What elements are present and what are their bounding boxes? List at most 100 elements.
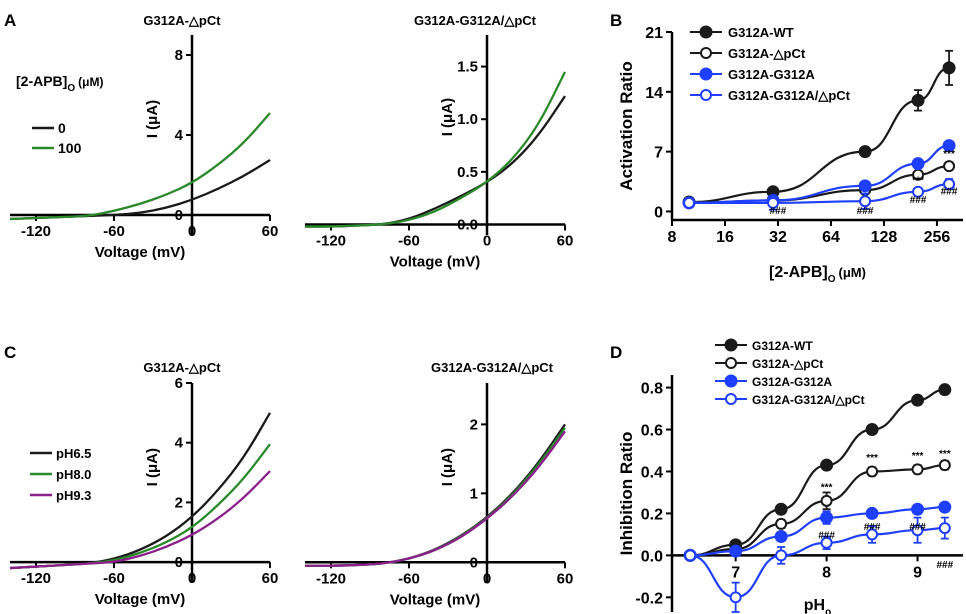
x-tick-label-A-left: -120 (21, 223, 51, 240)
legend-a-title-sub: O (67, 83, 75, 94)
data-point-D-3 (820, 536, 833, 549)
significance-mark-D: ### (818, 531, 835, 542)
legend-a-label-0: 0 (58, 120, 66, 136)
y-tick-label-A-right: 0.0 (457, 216, 478, 233)
y-tick-label-A-left: 4 (175, 127, 184, 144)
legend-d-marker-2 (724, 374, 738, 388)
data-point-D-1 (820, 494, 833, 507)
legend-d-marker-0 (724, 338, 738, 352)
x-tick-label-C-right: -60 (398, 570, 420, 587)
y-tick-label-D: 0.2 (641, 506, 663, 523)
legend-b-marker-3 (700, 89, 712, 101)
y-tick-label-B: 0 (654, 204, 663, 221)
y-tick-label-C-left: 0 (175, 554, 183, 571)
y-axis-label-D: Inhibition Ratio (617, 432, 636, 556)
legend-c: pH6.5 pH8.0 pH9.3 (30, 446, 91, 503)
data-point-D-1 (866, 465, 879, 478)
x-tick-label-A-right: 0 (483, 232, 491, 249)
series-line-A-right-0 (305, 95, 566, 228)
legend-d-label-0: G312A-WT (752, 339, 813, 353)
significance-mark-B: *** (912, 175, 924, 186)
fit-curve-B-2 (689, 144, 950, 205)
significance-mark-D: *** (912, 451, 924, 462)
legend-b-marker-2 (699, 67, 713, 81)
subtitle-a-right: G312A-G312A/△pCt (414, 13, 537, 28)
data-point-D-0 (938, 383, 952, 397)
data-point-B-2 (942, 139, 956, 153)
subtitle-c-left: G312A-△pCt (143, 360, 221, 375)
y-tick-label-C-right: 1 (470, 485, 478, 502)
y-tick-label-D: 0.8 (641, 381, 663, 398)
x-tick-label-C-left: 0 (188, 570, 196, 587)
y-tick-label-A-right: 0.5 (457, 164, 478, 181)
x-tick-label-B: 256 (924, 229, 951, 246)
data-point-B-1 (943, 160, 956, 173)
legend-b-marker-1 (700, 47, 712, 59)
data-point-B-2 (858, 179, 872, 193)
data-point-D-3 (866, 528, 879, 541)
data-point-B-3 (912, 185, 925, 198)
legend-d-label-3: G312A-G312A/△pCt (752, 393, 865, 407)
significance-mark-D: *** (939, 449, 951, 460)
x-tick-label-B: 16 (716, 229, 734, 246)
data-point-D-3 (729, 591, 742, 604)
data-point-B-0 (911, 93, 925, 107)
legend-a-title-unit: (μM) (78, 75, 103, 89)
significance-mark-D: ### (864, 522, 881, 533)
legend-c-label-0: pH6.5 (56, 446, 91, 461)
y-tick-label-B: 7 (654, 145, 663, 162)
x-tick-label-C-right: 0 (483, 570, 491, 587)
data-point-D-2 (820, 511, 834, 525)
legend-b-marker-0 (699, 25, 713, 39)
x-axis-label-C-left: Voltage (mV) (95, 591, 186, 608)
x-tick-label-D: 9 (913, 564, 922, 581)
y-tick-label-A-left: 0 (175, 207, 183, 224)
panel-letter-b: B (610, 11, 622, 30)
data-point-D-3 (684, 549, 697, 562)
legend-b-label-1: G312A-△pCt (728, 46, 806, 61)
x-axis-label-A-left: Voltage (mV) (95, 244, 186, 261)
legend-a-label-1: 100 (58, 140, 82, 156)
significance-mark-B: ### (770, 206, 787, 217)
series-line-C-right-2 (304, 430, 566, 567)
legend-d-marker-3 (725, 393, 737, 405)
x-tick-label-B: 8 (668, 229, 677, 246)
series-line-A-left-1 (9, 112, 271, 221)
series-line-C-right-0 (304, 423, 566, 567)
x-tick-label-A-left: 60 (262, 223, 279, 240)
data-point-D-3 (775, 549, 788, 562)
legend-b-label-2: G312A-G312A (728, 67, 815, 82)
y-tick-label-C-left: 4 (175, 435, 184, 452)
x-tick-label-C-right: 60 (557, 570, 574, 587)
x-tick-label-A-right: -120 (316, 232, 346, 249)
data-point-B-3 (943, 178, 956, 191)
panel-letter-d: D (610, 343, 622, 362)
legend-a: [2-APB]O (μM) 0 100 (16, 73, 103, 156)
series-line-A-right-1 (305, 71, 567, 228)
y-tick-label-B: 14 (645, 85, 663, 102)
legend-c-label-1: pH8.0 (56, 467, 91, 482)
x-tick-label-A-right: 60 (557, 232, 574, 249)
data-point-B-0 (858, 145, 872, 159)
svg-text:[2-APB]O(μM): [2-APB]O (μM) (16, 73, 103, 94)
data-point-D-2 (729, 544, 743, 558)
significance-mark-B: ### (910, 195, 927, 206)
y-tick-label-C-left: 6 (175, 375, 183, 392)
x-axis-label-A-right: Voltage (mV) (390, 253, 481, 270)
data-point-B-3 (859, 195, 872, 208)
y-axis-label-C-right: I (μA) (439, 448, 456, 486)
y-axis-label-B: Activation Ratio (617, 61, 636, 190)
data-point-D-2 (911, 502, 925, 516)
panel-letter-a: A (4, 11, 16, 30)
fit-curve-B-3 (689, 183, 950, 205)
x-tick-label-B: 64 (822, 229, 840, 246)
x-tick-label-C-left: 60 (262, 570, 279, 587)
x-axis-label-B: [2-APB]O (μM) (769, 264, 866, 285)
legend-d: G312A-WT G312A-△pCt G312A-G312A G312A-G3… (715, 338, 865, 407)
data-point-B-2 (911, 157, 925, 171)
legend-b-label-0: G312A-WT (728, 25, 794, 40)
data-point-D-1 (938, 459, 951, 472)
legend-c-label-2: pH9.3 (56, 488, 91, 503)
legend-b: G312A-WT G312A-△pCt G312A-G312A G312A-G3… (690, 25, 851, 103)
data-point-B-0 (942, 61, 956, 75)
